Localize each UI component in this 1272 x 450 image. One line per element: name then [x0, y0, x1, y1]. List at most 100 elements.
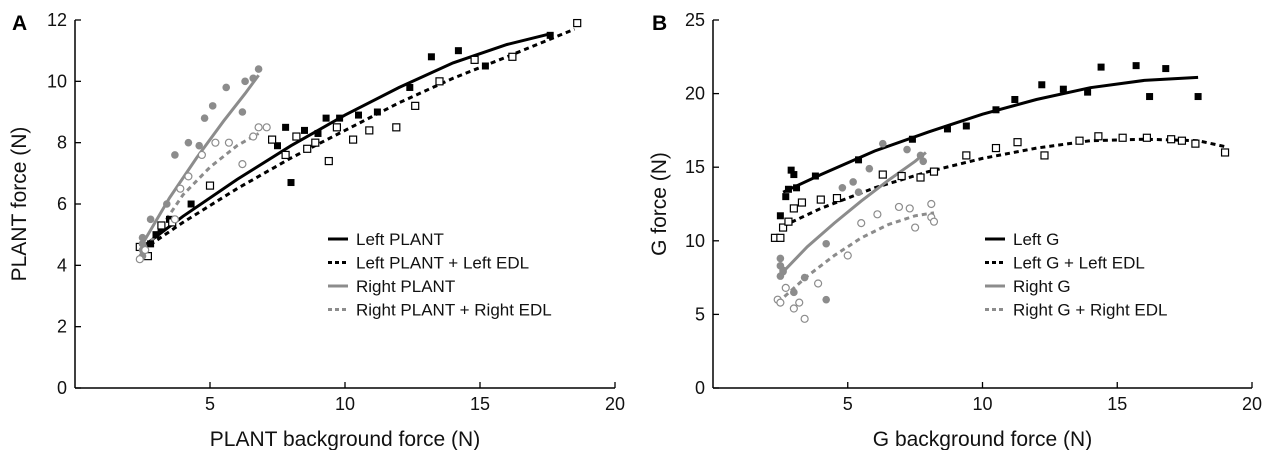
y-tick-label: 0	[695, 378, 705, 398]
y-axis-label: G force (N)	[648, 152, 671, 256]
fit-curve-series-3	[776, 211, 935, 304]
data-point-series-3	[776, 298, 785, 307]
data-point-series-1	[435, 77, 444, 86]
y-tick-label: 12	[47, 10, 67, 30]
data-point-series-1	[157, 221, 166, 230]
data-point-series-2	[849, 178, 857, 186]
data-point-series-3	[800, 314, 809, 323]
data-point-series-3	[929, 217, 939, 226]
data-point-series-2	[200, 114, 209, 122]
data-point-series-1	[1167, 135, 1176, 144]
panel-label: B	[652, 12, 667, 35]
data-point-series-1	[1094, 132, 1103, 141]
data-point-series-0	[152, 231, 160, 239]
x-tick-label: 15	[1107, 394, 1127, 414]
data-point-series-1	[470, 55, 479, 64]
data-point-series-2	[163, 200, 171, 208]
legend-label: Left G + Left EDL	[1013, 254, 1145, 273]
data-point-series-2	[171, 151, 179, 159]
data-point-series-0	[962, 122, 970, 130]
data-point-series-0	[1084, 88, 1092, 96]
legend-label: Left G	[1013, 230, 1059, 249]
data-point-series-1	[365, 126, 374, 135]
data-point-series-0	[943, 125, 951, 133]
x-tick-label: 5	[843, 394, 853, 414]
data-point-series-2	[854, 188, 863, 197]
legend-label: Left PLANT	[356, 230, 444, 249]
data-point-series-0	[1162, 65, 1170, 73]
data-point-series-2	[138, 233, 147, 242]
data-point-series-3	[224, 138, 233, 147]
data-point-series-0	[287, 179, 295, 187]
data-point-series-0	[793, 184, 801, 192]
data-point-series-1	[991, 143, 1001, 153]
data-point-series-1	[776, 233, 785, 242]
data-point-series-0	[1146, 93, 1154, 101]
data-point-series-3	[238, 160, 247, 169]
data-point-series-0	[1011, 95, 1019, 103]
data-point-series-1	[816, 195, 825, 204]
data-point-series-1	[573, 18, 582, 28]
x-axis-label: G background force (N)	[873, 428, 1092, 450]
data-point-series-1	[789, 204, 798, 213]
y-tick-label: 0	[57, 378, 67, 398]
data-point-series-0	[1194, 93, 1202, 101]
y-tick-label: 15	[685, 157, 705, 177]
data-point-series-2	[208, 102, 217, 110]
data-point-series-3	[927, 199, 936, 209]
data-point-series-1	[929, 167, 939, 176]
data-point-series-0	[274, 142, 281, 150]
data-point-series-1	[1220, 148, 1230, 157]
x-axis-label: PLANT background force (N)	[210, 428, 480, 450]
data-point-series-1	[508, 52, 517, 61]
y-axis-label: PLANT force (N)	[8, 127, 31, 282]
data-point-series-3	[911, 223, 920, 232]
data-point-series-3	[873, 210, 882, 219]
data-point-series-0	[406, 83, 414, 91]
x-tick-label: 20	[1242, 394, 1262, 414]
data-point-series-0	[1097, 63, 1105, 71]
data-point-series-2	[776, 254, 785, 263]
data-point-series-2	[838, 184, 847, 192]
data-point-series-0	[187, 200, 195, 208]
data-point-series-0	[373, 108, 381, 116]
data-point-series-3	[905, 204, 914, 213]
data-point-series-1	[281, 150, 290, 160]
data-point-series-2	[822, 239, 830, 248]
data-point-series-0	[787, 166, 795, 174]
data-point-series-1	[311, 138, 320, 147]
data-point-series-3	[795, 298, 804, 307]
data-point-series-3	[184, 172, 193, 181]
fit-curve-series-0	[141, 32, 551, 249]
data-point-series-0	[336, 114, 344, 122]
data-point-series-1	[916, 173, 925, 182]
data-point-series-1	[797, 198, 807, 207]
data-point-series-2	[249, 74, 257, 83]
fit-curve-series-1	[141, 27, 576, 252]
data-point-series-2	[779, 267, 787, 276]
data-point-series-2	[800, 273, 809, 282]
data-point-series-3	[135, 255, 144, 264]
data-point-series-3	[894, 202, 904, 212]
data-point-series-3	[814, 279, 823, 288]
data-point-series-1	[268, 135, 277, 144]
data-point-series-0	[855, 156, 863, 164]
y-tick-label: 5	[695, 304, 705, 324]
data-point-series-3	[262, 123, 271, 132]
data-point-series-0	[322, 114, 330, 122]
data-point-series-0	[427, 53, 435, 61]
data-point-series-1	[392, 123, 401, 132]
data-point-series-3	[781, 283, 790, 293]
legend-label: Right G + Right EDL	[1013, 301, 1168, 320]
data-point-series-0	[314, 129, 322, 137]
data-point-series-3	[141, 245, 150, 255]
data-point-series-1	[292, 132, 301, 141]
fit-curve-series-2	[141, 74, 260, 245]
data-point-series-1	[1177, 136, 1187, 145]
data-point-series-2	[790, 288, 798, 297]
y-tick-label: 8	[57, 133, 67, 153]
panel-label: A	[12, 12, 27, 35]
data-point-series-0	[782, 193, 790, 201]
